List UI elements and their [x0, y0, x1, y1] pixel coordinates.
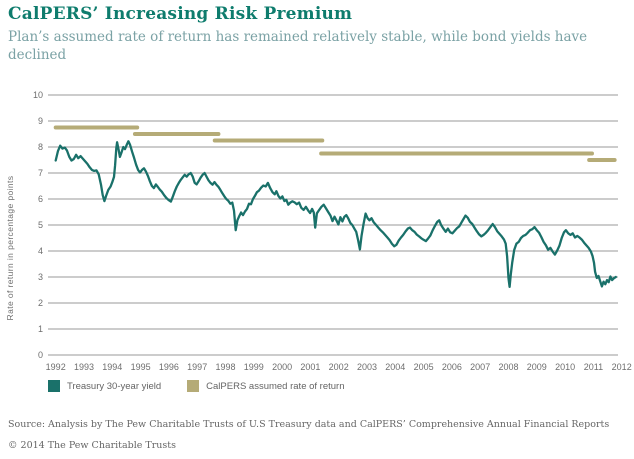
x-tick-label: 2006: [442, 362, 462, 372]
legend-item-calpers: CalPERS assumed rate of return: [187, 380, 345, 392]
y-tick-label: 6: [38, 194, 43, 204]
y-tick-label: 1: [38, 324, 43, 334]
chart-header: CalPERS’ Increasing Risk Premium Plan’s …: [8, 4, 626, 64]
chart-footer: Source: Analysis by The Pew Charitable T…: [8, 419, 628, 451]
legend-label-calpers: CalPERS assumed rate of return: [206, 380, 345, 392]
treasury-swatch-icon: [48, 380, 60, 392]
x-tick-label: 1998: [215, 362, 235, 372]
source-note: Source: Analysis by The Pew Charitable T…: [8, 419, 610, 430]
x-tick-label: 1993: [74, 362, 94, 372]
x-tick-label: 2000: [272, 362, 292, 372]
y-axis-title: Rate of return in percentage points: [5, 176, 15, 321]
x-tick-label: 2009: [527, 362, 547, 372]
y-tick-label: 5: [38, 220, 43, 230]
x-axis-tick-labels: 1992 1993 1994 1995 1996 1997 1998 1999 2000 2001…: [46, 362, 632, 372]
x-tick-label: 2001: [300, 362, 320, 372]
x-tick-label: 1992: [46, 362, 66, 372]
x-tick-label: 1995: [131, 362, 151, 372]
y-tick-label: 2: [38, 298, 43, 308]
x-tick-label: 2007: [470, 362, 490, 372]
treasury-yield-line: [54, 140, 617, 289]
y-tick-label: 8: [38, 142, 43, 152]
x-tick-label: 1999: [244, 362, 264, 372]
x-tick-label: 2002: [329, 362, 349, 372]
copyright-note: © 2014 The Pew Charitable Trusts: [8, 440, 176, 451]
x-tick-label: 2004: [385, 362, 405, 372]
x-tick-label: 2010: [555, 362, 575, 372]
x-tick-label: 2012: [612, 362, 632, 372]
page-title: CalPERS’ Increasing Risk Premium: [8, 4, 353, 24]
x-tick-label: 1994: [102, 362, 122, 372]
x-tick-label: 1997: [187, 362, 207, 372]
y-axis-tick-labels: 0 1 2 3 4 5 6 7 8 9 10: [33, 90, 43, 360]
data-series: [53, 125, 617, 289]
calpers-swatch-icon: [187, 380, 200, 392]
y-tick-label: 4: [38, 246, 43, 256]
y-tick-label: 0: [38, 350, 43, 360]
x-tick-label: 2011: [584, 362, 603, 372]
x-tick-label: 1996: [159, 362, 179, 372]
legend-item-treasury: Treasury 30-year yield: [48, 380, 161, 392]
y-tick-label: 3: [38, 272, 43, 282]
y-tick-label: 10: [33, 90, 43, 100]
y-tick-label: 7: [38, 168, 43, 178]
chart-legend: Treasury 30-year yield CalPERS assumed r…: [48, 380, 371, 392]
gridlines: [48, 94, 618, 356]
chart-subtitle: Plan’s assumed rate of return has remain…: [8, 29, 588, 63]
y-tick-label: 9: [38, 116, 43, 126]
x-tick-label: 2008: [498, 362, 518, 372]
x-tick-label: 2005: [414, 362, 434, 372]
x-tick-label: 2003: [357, 362, 377, 372]
legend-label-treasury: Treasury 30-year yield: [67, 380, 162, 392]
